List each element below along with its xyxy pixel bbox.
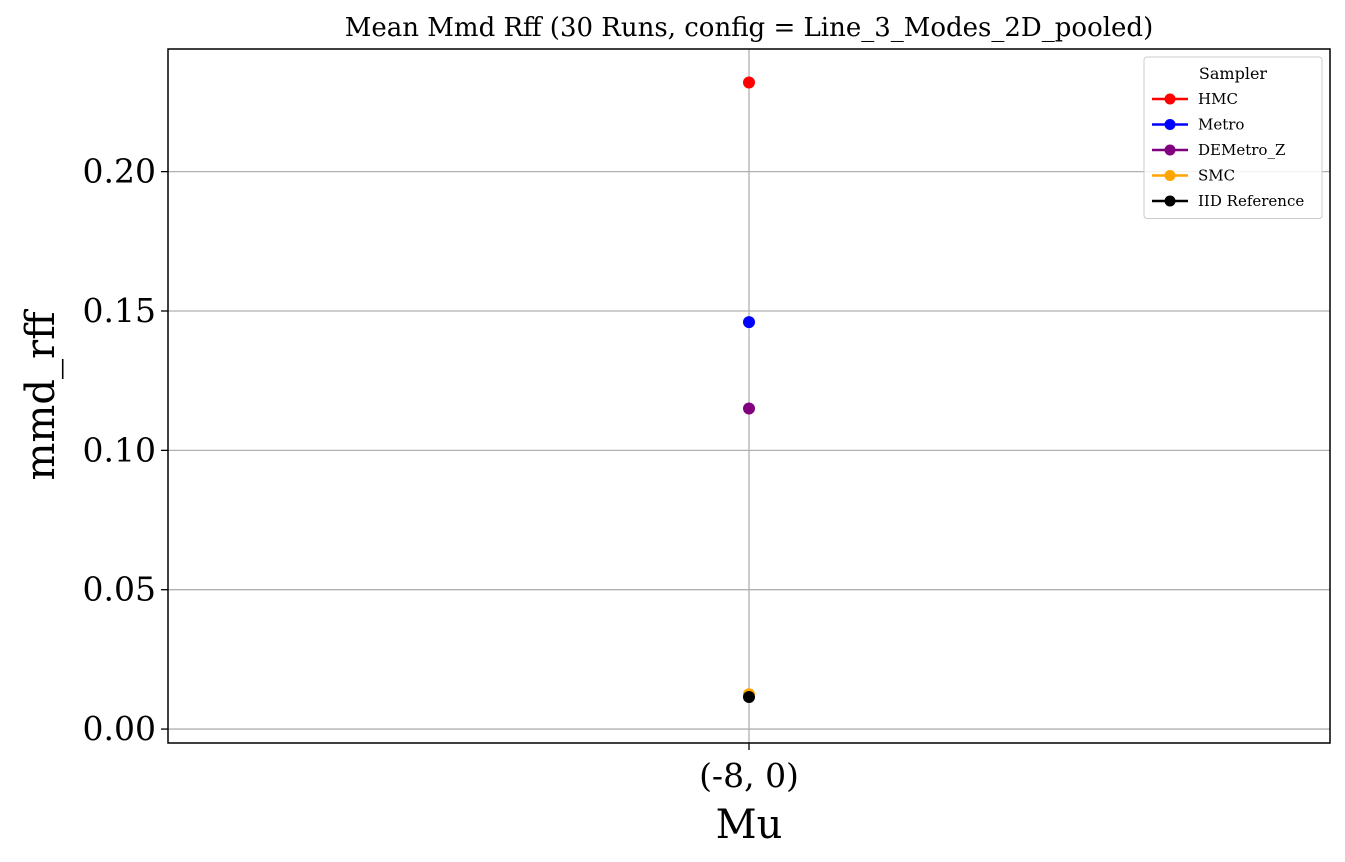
- point-demetro-z: [743, 402, 755, 415]
- point-iid-reference: [743, 691, 755, 704]
- legend-box: [1143, 56, 1323, 219]
- point-metro: [743, 316, 755, 329]
- legend-entry-label: DEMetro_Z: [1198, 141, 1285, 159]
- x-tick-label: (-8, 0): [699, 756, 799, 795]
- chart-title: Mean Mmd Rff (30 Runs, config = Line_3_M…: [345, 13, 1153, 43]
- legend-marker: [1164, 195, 1176, 207]
- x-axis-label: Mu: [716, 802, 783, 848]
- y-tick-label: 0.05: [83, 570, 156, 609]
- y-tick-label: 0.10: [83, 430, 156, 469]
- grid-lines: [168, 49, 1330, 743]
- y-tick-label: 0.15: [83, 291, 156, 330]
- legend-marker: [1164, 119, 1176, 130]
- legend: Sampler HMC Metro DEMetro_Z SMC IID Reference: [1143, 56, 1323, 219]
- x-axis-ticks: (-8, 0): [699, 743, 799, 795]
- legend-marker: [1164, 170, 1176, 181]
- y-tick-label: 0.00: [83, 709, 156, 748]
- y-axis-label: mmd_rff: [18, 309, 64, 481]
- plot-area-frame: [167, 48, 1331, 744]
- legend-entry-label: SMC: [1198, 167, 1235, 185]
- legend-entry-label: IID Reference: [1198, 192, 1304, 210]
- legend-marker: [1164, 93, 1176, 105]
- y-tick-label: 0.20: [83, 152, 156, 191]
- legend-entry-label: Metro: [1198, 116, 1244, 134]
- data-points: [743, 76, 755, 704]
- legend-entry-label: HMC: [1198, 90, 1238, 108]
- point-hmc: [743, 76, 755, 89]
- legend-title: Sampler: [1199, 64, 1268, 83]
- legend-marker: [1164, 144, 1176, 156]
- y-axis-ticks: 0.00 0.05 0.10 0.15 0.20: [83, 152, 168, 748]
